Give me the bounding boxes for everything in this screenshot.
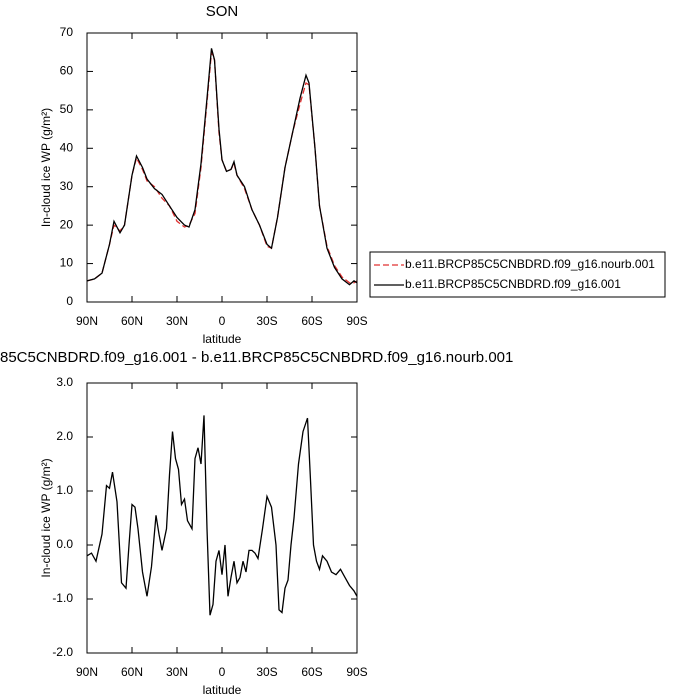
y-axis-label: In-cloud ice WP (g/m²) — [39, 108, 53, 227]
plot-frame — [86, 32, 358, 303]
y-tick-label: 0 — [66, 294, 73, 308]
x-tick-label: 0 — [219, 314, 226, 328]
x-tick-label: 30S — [256, 314, 277, 328]
y-tick-label: 70 — [60, 25, 74, 39]
x-tick-label: 90S — [346, 665, 367, 679]
legend-label: b.e11.BRCP85C5CNBDRD.f09_g16.001 — [405, 277, 621, 291]
legend-box — [369, 251, 666, 298]
chart-title: 85C5CNBDRD.f09_g16.001 - b.e11.BRCP85C5C… — [0, 349, 513, 366]
y-tick-label: 10 — [60, 256, 74, 270]
x-tick-label: 0 — [219, 665, 226, 679]
y-tick-label: 50 — [60, 102, 74, 116]
x-tick-label: 30S — [256, 665, 277, 679]
data-line — [86, 48, 358, 286]
x-tick-label: 30N — [166, 665, 188, 679]
y-tick-label: 60 — [60, 64, 74, 78]
y-tick-label: 2.0 — [56, 429, 73, 443]
chart-title: SON — [206, 3, 239, 20]
x-axis-label: latitude — [203, 683, 242, 697]
y-axis-label: In-cloud ice WP (g/m²) — [39, 458, 53, 577]
y-tick-label: 0.0 — [56, 537, 73, 551]
x-tick-label: 60N — [121, 314, 143, 328]
x-tick-label: 60S — [301, 314, 322, 328]
x-tick-label: 60N — [121, 665, 143, 679]
y-tick-label: 1.0 — [56, 483, 73, 497]
x-tick-label: 90N — [76, 665, 98, 679]
y-tick-label: 30 — [60, 179, 74, 193]
plot-frame — [86, 382, 358, 654]
legend-label: b.e11.BRCP85C5CNBDRD.f09_g16.nourb.001 — [405, 257, 655, 271]
y-tick-label: -2.0 — [52, 645, 73, 659]
data-line — [86, 415, 358, 616]
y-tick-label: 20 — [60, 217, 74, 231]
x-tick-label: 60S — [301, 665, 322, 679]
y-tick-label: -1.0 — [52, 591, 73, 605]
x-axis-label: latitude — [203, 332, 242, 346]
y-tick-label: 40 — [60, 140, 74, 154]
y-tick-label: 3.0 — [56, 375, 73, 389]
x-tick-label: 90S — [346, 314, 367, 328]
x-tick-label: 30N — [166, 314, 188, 328]
x-tick-label: 90N — [76, 314, 98, 328]
